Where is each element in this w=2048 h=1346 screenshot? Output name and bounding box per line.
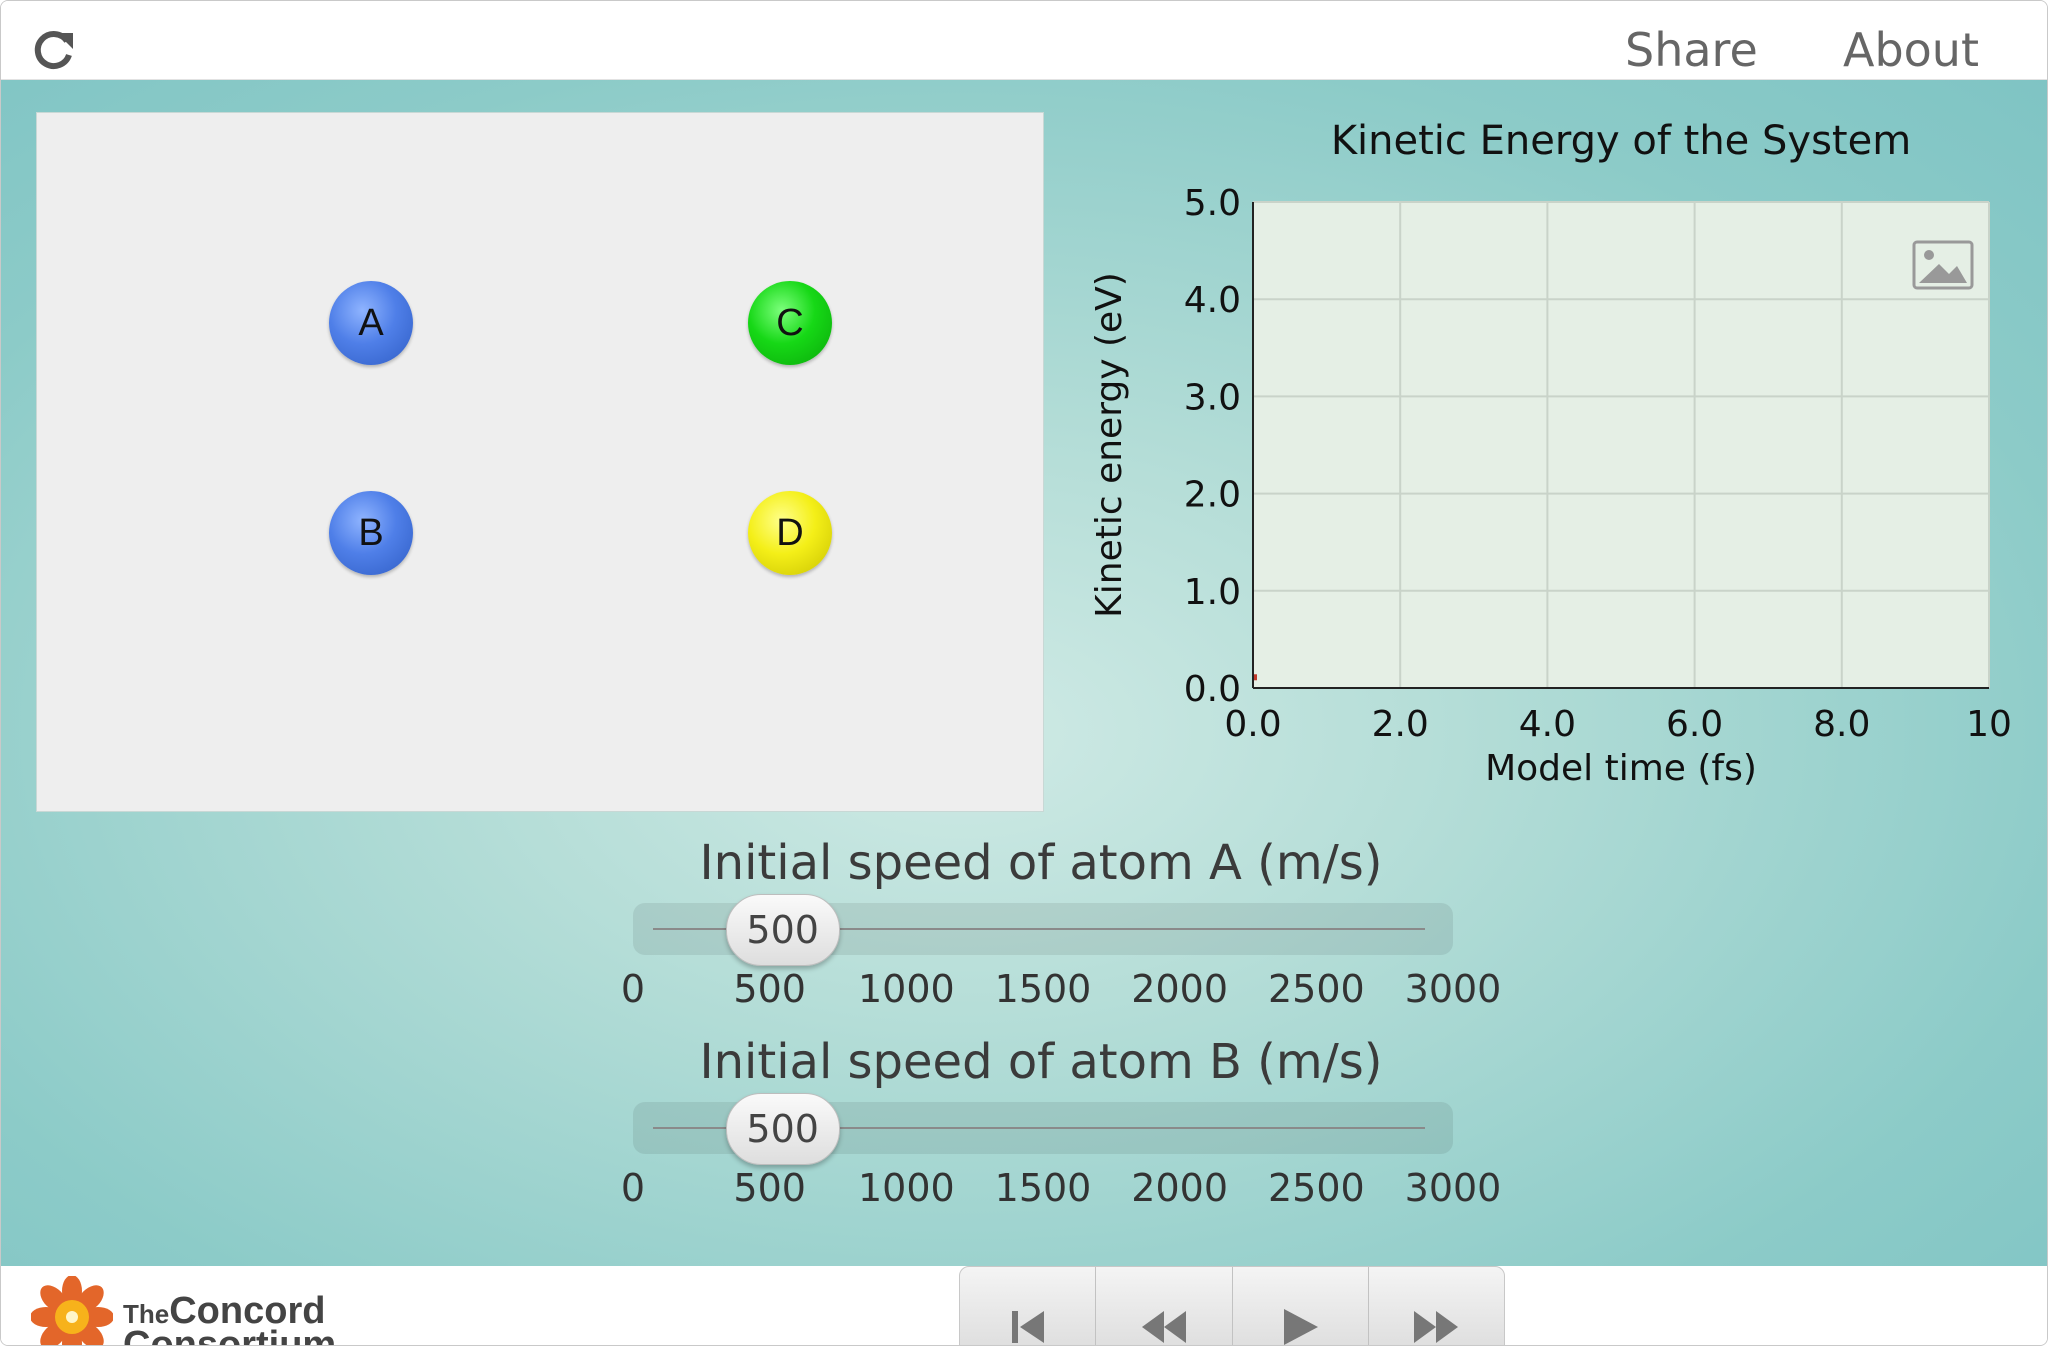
- plot-area[interactable]: [1253, 202, 1989, 688]
- slider-tick-label: 2500: [1267, 1166, 1365, 1210]
- concord-flower-icon: [31, 1276, 113, 1345]
- slider-atom-a: Initial speed of atom A (m/s) 500 0 500 10…: [581, 835, 1501, 1035]
- atom-b[interactable]: B: [329, 491, 413, 575]
- x-tick-label: 6.0: [1666, 704, 1723, 745]
- footer-bar: TheConcord Consortium: [1, 1266, 2047, 1346]
- playback-controls: [959, 1266, 1505, 1345]
- atom-d-label: D: [776, 511, 804, 554]
- atom-c[interactable]: C: [748, 281, 832, 365]
- logo-text-line1: TheConcord: [123, 1290, 326, 1332]
- slider-atom-b: Initial speed of atom B (m/s) 500 0 500 10…: [581, 1034, 1501, 1234]
- y-tick-label: 4.0: [1184, 280, 1241, 321]
- slider-tick-label: 0: [620, 967, 646, 1011]
- slider-tick-label: 3000: [1404, 1166, 1502, 1210]
- atom-c-label: C: [776, 301, 804, 344]
- data-point: [1254, 674, 1257, 681]
- x-tick-label: 10: [1966, 704, 2012, 745]
- slider-tick-label: 1500: [994, 967, 1092, 1011]
- y-tick-label: 2.0: [1184, 475, 1241, 516]
- step-back-icon: [1141, 1311, 1186, 1343]
- slider-tick-label: 1500: [994, 1166, 1092, 1210]
- play-button[interactable]: [1233, 1267, 1369, 1345]
- y-tick-label: 3.0: [1184, 377, 1241, 418]
- atom-d[interactable]: D: [748, 491, 832, 575]
- slider-atom-a-handle[interactable]: 500: [725, 894, 840, 966]
- chart-svg: Kinetic Energy of the System 0.0 2.0 4.0 6.…: [1089, 118, 2012, 789]
- slider-atom-b-handle[interactable]: 500: [725, 1093, 840, 1165]
- x-axis-label: Model time (fs): [1485, 748, 1757, 789]
- atom-a[interactable]: A: [329, 281, 413, 365]
- slider-tick-label: 2000: [1131, 967, 1229, 1011]
- step-forward-icon: [1414, 1311, 1459, 1343]
- top-bar: Share About: [1, 1, 2047, 80]
- slider-tick-label: 1000: [857, 967, 955, 1011]
- image-export-icon[interactable]: [1912, 240, 1974, 290]
- step-forward-button[interactable]: [1369, 1267, 1504, 1345]
- slider-tick-label: 0: [620, 1166, 646, 1210]
- atom-b-label: B: [358, 511, 384, 554]
- logo-text-line2: Consortium: [123, 1324, 337, 1346]
- step-back-button[interactable]: [1096, 1267, 1233, 1345]
- slider-tick-label: 500: [733, 967, 806, 1011]
- reset-to-start-icon: [1011, 1311, 1044, 1343]
- x-tick-label: 4.0: [1519, 704, 1576, 745]
- slider-atom-a-title: Initial speed of atom A (m/s): [699, 835, 1383, 891]
- y-tick-label: 1.0: [1184, 572, 1241, 613]
- slider-tick-label: 2000: [1131, 1166, 1229, 1210]
- slider-tick-label: 3000: [1404, 967, 1502, 1011]
- about-link[interactable]: About: [1843, 23, 1980, 77]
- slider-atom-b-ticks: 0 500 1000 1500 2000 2500 3000: [581, 1166, 1501, 1216]
- share-link[interactable]: Share: [1625, 23, 1758, 77]
- slider-atom-a-ticks: 0 500 1000 1500 2000 2500 3000: [581, 967, 1501, 1017]
- chart-title: Kinetic Energy of the System: [1331, 118, 1911, 164]
- slider-tick-label: 500: [733, 1166, 806, 1210]
- x-tick-label: 2.0: [1372, 704, 1429, 745]
- data-series: [1254, 674, 1257, 681]
- reset-button[interactable]: [960, 1267, 1097, 1345]
- molecular-model-view[interactable]: A B C D: [36, 112, 1044, 812]
- slider-tick-label: 2500: [1267, 967, 1365, 1011]
- kinetic-energy-graph: Kinetic Energy of the System 0.0 2.0 4.0 6.…: [1081, 80, 2021, 820]
- y-axis-label: Kinetic energy (eV): [1089, 272, 1130, 618]
- grid-lines: [1253, 201, 1990, 688]
- concord-logo[interactable]: TheConcord Consortium: [31, 1276, 361, 1346]
- y-tick-labels: 0.0 1.0 2.0 3.0 4.0 5.0: [1184, 183, 1241, 710]
- interactive-area: A B C D Kinetic Energy of the System 0.0…: [1, 80, 2047, 1266]
- x-tick-label: 0.0: [1224, 704, 1281, 745]
- x-tick-label: 8.0: [1813, 704, 1870, 745]
- y-tick-label: 5.0: [1184, 183, 1241, 224]
- slider-atom-b-title: Initial speed of atom B (m/s): [699, 1034, 1383, 1090]
- atom-a-label: A: [358, 301, 384, 344]
- slider-tick-label: 1000: [857, 1166, 955, 1210]
- y-tick-label: 0.0: [1184, 669, 1241, 710]
- x-tick-labels: 0.0 2.0 4.0 6.0 8.0 10: [1224, 704, 2012, 745]
- play-icon: [1284, 1309, 1319, 1345]
- reload-icon[interactable]: [31, 27, 77, 73]
